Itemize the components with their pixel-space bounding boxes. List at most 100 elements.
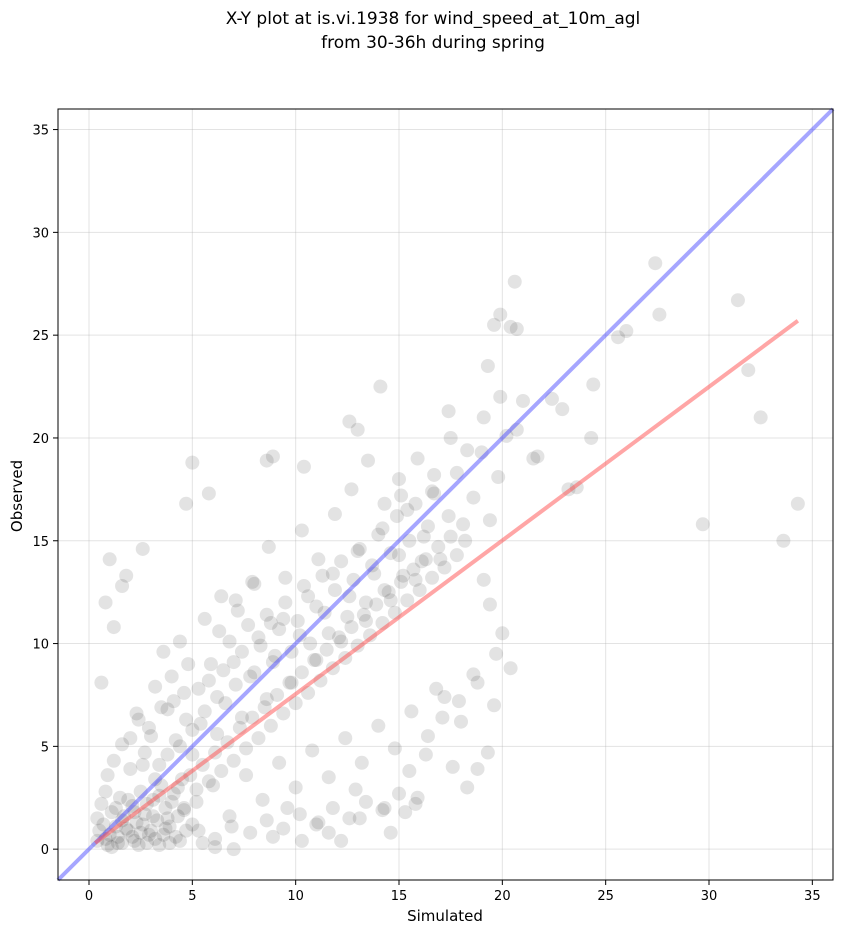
- scatter-point: [454, 714, 468, 729]
- scatter-point: [158, 801, 173, 816]
- scatter-point: [201, 673, 216, 688]
- scatter-point: [383, 593, 398, 608]
- scatter-point: [146, 809, 161, 824]
- scatter-point: [369, 597, 384, 612]
- scatter-point: [276, 821, 291, 836]
- scatter-point: [383, 825, 398, 840]
- scatter-point: [586, 377, 601, 392]
- scatter-point: [344, 482, 359, 497]
- scatter-point: [437, 560, 452, 575]
- scatter-point: [121, 823, 136, 838]
- scatter-point: [100, 838, 115, 853]
- scatter-point: [334, 634, 349, 649]
- scatter-point: [172, 833, 187, 848]
- scatter-point: [470, 675, 485, 690]
- scatter-point: [433, 552, 448, 567]
- scatter-point: [135, 541, 150, 556]
- scatter-point: [319, 642, 334, 657]
- scatter-point: [325, 566, 340, 581]
- scatter-point: [410, 790, 425, 805]
- scatter-point: [164, 794, 179, 809]
- scatter-point: [425, 570, 440, 585]
- scatter-point: [489, 646, 504, 661]
- scatter-point: [482, 597, 497, 612]
- scatter-point: [104, 840, 119, 855]
- scatter-point: [435, 710, 450, 725]
- scatter-point: [321, 770, 336, 785]
- scatter-point: [282, 675, 297, 690]
- scatter-point: [375, 803, 390, 818]
- scatter-point: [466, 667, 481, 682]
- scatter-point: [309, 817, 324, 832]
- scatter-point: [166, 694, 181, 709]
- scatter-point: [201, 774, 216, 789]
- scatter-point: [356, 607, 371, 622]
- scatter-point: [301, 589, 316, 604]
- scatter-point: [361, 453, 375, 468]
- scatter-point: [420, 729, 435, 744]
- scatter-point: [648, 256, 663, 271]
- scatter-point: [129, 706, 144, 721]
- scatter-point: [352, 541, 367, 556]
- y-tick-label: 10: [32, 638, 49, 653]
- scatter-point: [160, 747, 175, 762]
- scatter-point: [753, 410, 768, 425]
- scatter-point: [495, 626, 510, 641]
- y-tick-label: 20: [32, 432, 49, 447]
- scatter-point: [396, 568, 411, 583]
- x-tick-label: 20: [494, 889, 511, 904]
- scatter-point: [278, 595, 293, 610]
- scatter-point: [104, 805, 119, 820]
- scatter-point: [201, 486, 216, 501]
- scatter-point: [315, 568, 330, 583]
- scatter-point: [441, 404, 456, 419]
- scatter-point: [584, 430, 599, 445]
- scatter-point: [141, 720, 156, 735]
- scatter-point: [168, 829, 183, 844]
- scatter-point: [216, 663, 231, 678]
- scatter-point: [247, 576, 262, 591]
- scatter-point: [148, 679, 163, 694]
- scatter-point: [321, 626, 336, 641]
- scatter-point: [106, 753, 121, 768]
- scatter-point: [189, 794, 204, 809]
- scatter-point: [309, 653, 324, 668]
- scatter-point: [278, 570, 293, 585]
- scatter-point: [402, 764, 417, 779]
- scatter-point: [139, 835, 154, 850]
- scatter-point: [611, 330, 626, 345]
- scatter-point: [121, 792, 136, 807]
- scatter-point: [164, 669, 179, 684]
- scatter-point: [160, 811, 175, 826]
- scatter-point: [460, 443, 475, 458]
- scatter-point: [412, 583, 427, 598]
- scatter-point: [394, 488, 409, 503]
- scatter-point: [493, 389, 508, 404]
- scatter-point: [185, 455, 200, 470]
- scatter-point: [257, 700, 272, 715]
- scatter-point: [398, 805, 413, 820]
- scatter-point: [129, 815, 144, 830]
- scatter-point: [470, 761, 485, 776]
- scatter-point: [296, 459, 311, 474]
- scatter-point: [158, 821, 173, 836]
- scatter-point: [123, 731, 138, 746]
- scatter-point: [172, 634, 187, 649]
- scatter-point: [441, 509, 456, 524]
- scatter-point: [133, 825, 148, 840]
- y-tick-label: 15: [32, 535, 49, 550]
- scatter-point: [476, 410, 491, 425]
- scatter-point: [226, 842, 241, 857]
- scatter-point: [94, 796, 109, 811]
- scatter-point: [265, 449, 280, 464]
- scatter-point: [305, 743, 320, 758]
- scatter-point: [241, 618, 256, 633]
- scatter-point: [177, 803, 192, 818]
- scatter-point: [152, 838, 167, 853]
- scatter-point: [491, 470, 506, 485]
- scatter-point: [292, 807, 307, 822]
- scatter-point: [119, 821, 134, 836]
- y-tick-label: 30: [32, 226, 49, 241]
- scatter-point: [377, 583, 392, 598]
- scatter-point: [230, 603, 245, 618]
